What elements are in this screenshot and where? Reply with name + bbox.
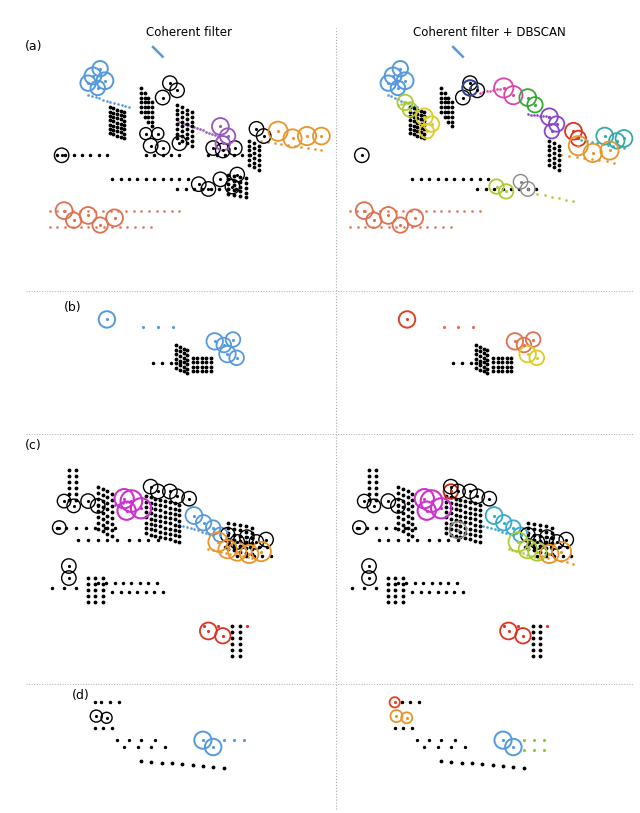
Text: (c): (c) [24, 438, 42, 451]
Text: (d): (d) [72, 689, 89, 702]
Title: Coherent filter + DBSCAN: Coherent filter + DBSCAN [413, 26, 566, 39]
Text: (a): (a) [24, 40, 42, 53]
Title: Coherent filter: Coherent filter [146, 26, 232, 39]
Text: (b): (b) [64, 301, 82, 314]
